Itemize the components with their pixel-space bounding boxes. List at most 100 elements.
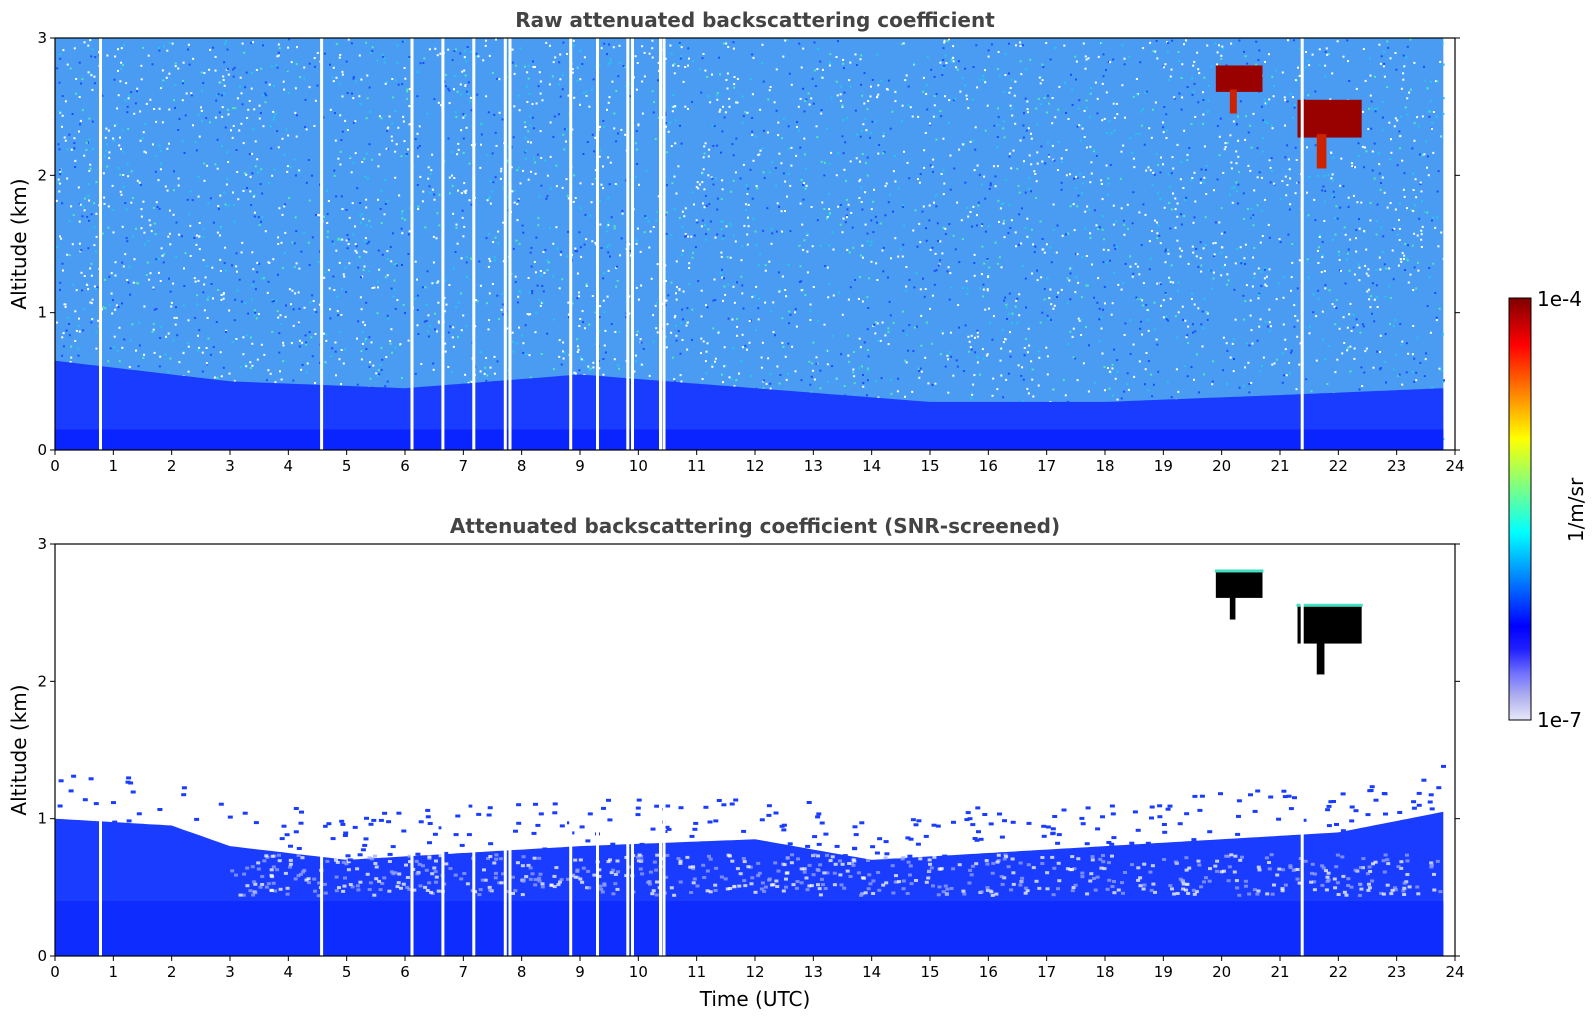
noise-pixel bbox=[1398, 239, 1401, 241]
noise-pixel bbox=[159, 337, 162, 339]
noise-pixel bbox=[1162, 126, 1165, 129]
noise-pixel bbox=[153, 108, 156, 110]
noise-pixel bbox=[205, 117, 208, 120]
noise-pixel bbox=[972, 205, 975, 208]
noise-pixel bbox=[977, 204, 980, 207]
noise-pixel bbox=[256, 358, 259, 361]
noise-pixel bbox=[219, 81, 222, 84]
noise-pixel bbox=[685, 324, 688, 327]
noise-pixel bbox=[1313, 198, 1316, 201]
noise-pixel bbox=[486, 302, 488, 305]
noise-pixel bbox=[1268, 330, 1271, 333]
noise-pixel bbox=[1197, 101, 1200, 104]
noise-pixel bbox=[973, 374, 976, 377]
noise-pixel bbox=[970, 348, 973, 351]
noise-pixel bbox=[1244, 263, 1246, 265]
noise-pixel bbox=[1010, 219, 1013, 222]
noise-pixel bbox=[802, 47, 805, 50]
noise-pixel bbox=[819, 387, 822, 390]
noise-pixel bbox=[929, 123, 932, 126]
noise-pixel bbox=[1170, 68, 1173, 71]
noise-pixel bbox=[586, 141, 589, 143]
noise-pixel bbox=[801, 223, 804, 226]
noise-pixel bbox=[982, 75, 985, 78]
noise-pixel bbox=[831, 334, 834, 337]
noise-pixel bbox=[1268, 308, 1271, 311]
noise-pixel bbox=[768, 171, 771, 174]
noise-pixel bbox=[896, 390, 899, 393]
noise-pixel bbox=[1164, 250, 1167, 253]
noise-pixel bbox=[1411, 353, 1414, 356]
noise-pixel bbox=[152, 323, 155, 326]
noise-pixel bbox=[1080, 296, 1083, 299]
noise-pixel bbox=[1298, 363, 1301, 366]
noise-pixel bbox=[532, 127, 535, 130]
noise-pixel bbox=[1107, 177, 1110, 180]
noise-pixel bbox=[101, 94, 104, 97]
noise-pixel bbox=[940, 329, 943, 332]
noise-pixel bbox=[1081, 127, 1084, 130]
noise-pixel bbox=[635, 239, 638, 242]
noise-pixel bbox=[361, 343, 364, 345]
noise-pixel bbox=[368, 365, 371, 368]
noise-pixel bbox=[1207, 110, 1209, 113]
noise-pixel bbox=[1074, 253, 1077, 255]
noise-pixel bbox=[602, 119, 605, 122]
noise-pixel bbox=[1077, 194, 1080, 197]
noise-pixel bbox=[606, 225, 608, 228]
noise-pixel bbox=[456, 153, 459, 156]
noise-pixel bbox=[764, 269, 767, 272]
noise-pixel bbox=[1370, 295, 1373, 298]
noise-pixel bbox=[66, 148, 69, 151]
noise-pixel bbox=[634, 55, 637, 58]
noise-pixel bbox=[552, 135, 555, 138]
noise-pixel bbox=[893, 154, 896, 157]
noise-pixel bbox=[1000, 347, 1003, 350]
noise-pixel bbox=[589, 367, 592, 370]
noise-pixel bbox=[635, 242, 638, 245]
noise-pixel bbox=[707, 95, 710, 98]
noise-pixel bbox=[784, 180, 787, 183]
noise-pixel bbox=[1049, 58, 1052, 61]
noise-pixel bbox=[339, 150, 342, 153]
noise-pixel bbox=[742, 115, 745, 118]
noise-pixel bbox=[934, 194, 937, 197]
noise-pixel bbox=[251, 342, 254, 345]
noise-pixel bbox=[791, 345, 794, 348]
noise-pixel bbox=[479, 284, 482, 287]
noise-pixel bbox=[1197, 307, 1200, 310]
noise-pixel bbox=[944, 365, 947, 368]
noise-pixel bbox=[1203, 76, 1206, 79]
noise-pixel bbox=[859, 276, 862, 279]
noise-pixel bbox=[334, 341, 337, 344]
noise-pixel bbox=[362, 217, 365, 220]
noise-pixel bbox=[1022, 124, 1025, 127]
noise-pixel bbox=[1391, 249, 1394, 252]
noise-pixel bbox=[352, 97, 355, 100]
noise-pixel bbox=[384, 276, 387, 279]
noise-pixel bbox=[707, 174, 710, 177]
noise-pixel bbox=[720, 151, 722, 154]
noise-pixel bbox=[516, 301, 519, 304]
noise-pixel bbox=[665, 299, 668, 302]
noise-pixel bbox=[94, 56, 97, 59]
noise-pixel bbox=[456, 242, 459, 245]
noise-pixel bbox=[297, 291, 300, 294]
noise-pixel bbox=[843, 385, 846, 387]
noise-pixel bbox=[186, 198, 189, 201]
noise-pixel bbox=[1026, 235, 1029, 238]
noise-pixel bbox=[1352, 314, 1355, 316]
noise-pixel bbox=[1335, 307, 1338, 309]
noise-pixel bbox=[354, 225, 356, 228]
noise-pixel bbox=[573, 44, 576, 47]
noise-pixel bbox=[1201, 310, 1204, 313]
noise-pixel bbox=[1191, 292, 1194, 295]
noise-pixel bbox=[479, 370, 482, 373]
noise-pixel bbox=[484, 44, 487, 47]
noise-pixel bbox=[687, 235, 689, 238]
noise-pixel bbox=[1102, 53, 1105, 56]
noise-pixel bbox=[1102, 248, 1105, 251]
noise-pixel bbox=[1347, 60, 1349, 63]
noise-pixel bbox=[1306, 258, 1309, 261]
noise-pixel bbox=[512, 136, 515, 139]
